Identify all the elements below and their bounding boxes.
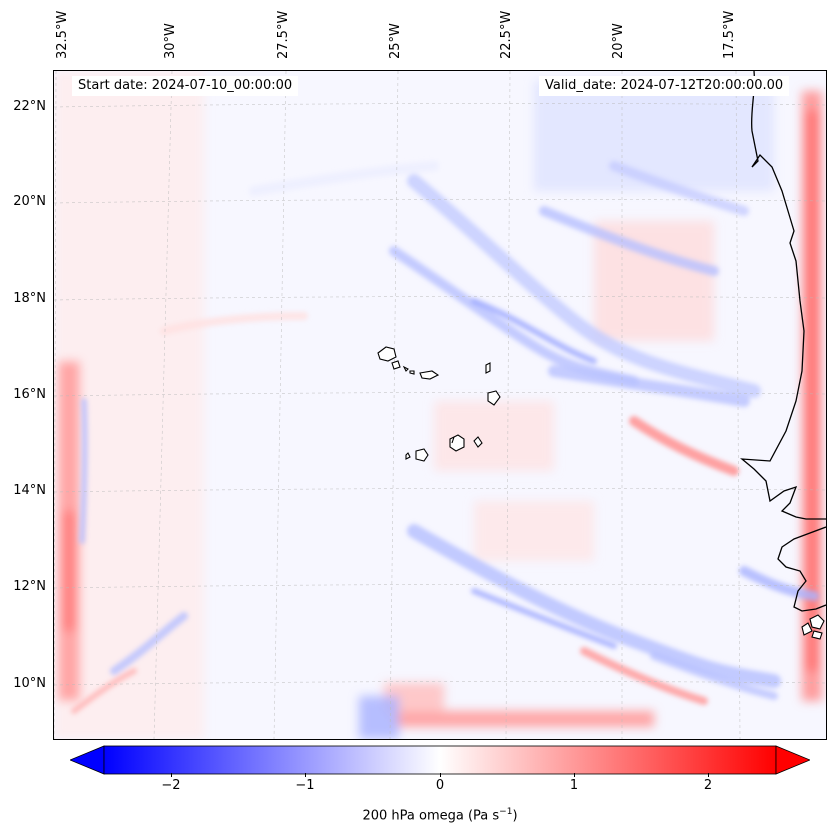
colorbar-gradient <box>68 745 812 775</box>
lon-label-22-5w: 22.5°W <box>499 10 514 59</box>
omega-map-panel[interactable] <box>53 70 827 740</box>
cape-verde-islands <box>377 346 501 462</box>
graticule <box>54 71 826 739</box>
omega-field-map <box>54 71 826 739</box>
colorbar-tick-mark <box>574 773 575 777</box>
colorbar-tick-label: −1 <box>295 778 315 793</box>
colorbar-label-exponent: −1 <box>499 807 513 817</box>
colorbar-tick-label: 0 <box>435 778 445 793</box>
start-date-label: Start date: 2024-07-10_00:00:00 <box>72 76 299 96</box>
colorbar-tick-label: 1 <box>569 778 579 793</box>
colorbar-label-close: ) <box>512 808 518 824</box>
colorbar-tick-mark <box>440 773 441 777</box>
lon-label-17-5w: 17.5°W <box>722 10 737 59</box>
lat-label-20n: 20°N <box>13 194 46 209</box>
omega-field-patches <box>54 71 822 739</box>
lon-label-32-5w: 32.5°W <box>55 10 70 59</box>
lon-label-27-5w: 27.5°W <box>276 10 291 59</box>
colorbar-tick-mark <box>708 773 709 777</box>
lat-label-10n: 10°N <box>13 676 46 691</box>
african-coastline <box>740 71 826 520</box>
omega-diagonal-bands <box>71 161 819 714</box>
lat-label-14n: 14°N <box>13 483 46 498</box>
colorbar-label: 200 hPa omega (Pa s−1) <box>0 807 837 823</box>
lat-label-18n: 18°N <box>13 291 46 306</box>
lat-label-16n: 16°N <box>13 387 46 402</box>
lon-label-30w: 30°W <box>163 23 178 59</box>
bijagos-islands <box>801 614 825 640</box>
colorbar-tick-mark <box>171 773 172 777</box>
colorbar-bar <box>103 745 777 775</box>
colorbar-extend-max <box>775 745 812 775</box>
lon-label-25w: 25°W <box>388 23 403 59</box>
lat-label-22n: 22°N <box>13 99 46 114</box>
colorbar <box>68 745 812 775</box>
lat-label-12n: 12°N <box>13 579 46 594</box>
senegambia-coast <box>777 526 826 612</box>
colorbar-label-text: 200 hPa omega (Pa s <box>362 808 500 824</box>
colorbar-extend-min <box>68 745 105 775</box>
colorbar-tick-label: −2 <box>161 778 181 793</box>
lon-label-20w: 20°W <box>611 23 626 59</box>
valid-date-label: Valid_date: 2024-07-12T20:00:00.00 <box>539 76 790 96</box>
colorbar-tick-mark <box>305 773 306 777</box>
colorbar-tick-label: 2 <box>703 778 713 793</box>
